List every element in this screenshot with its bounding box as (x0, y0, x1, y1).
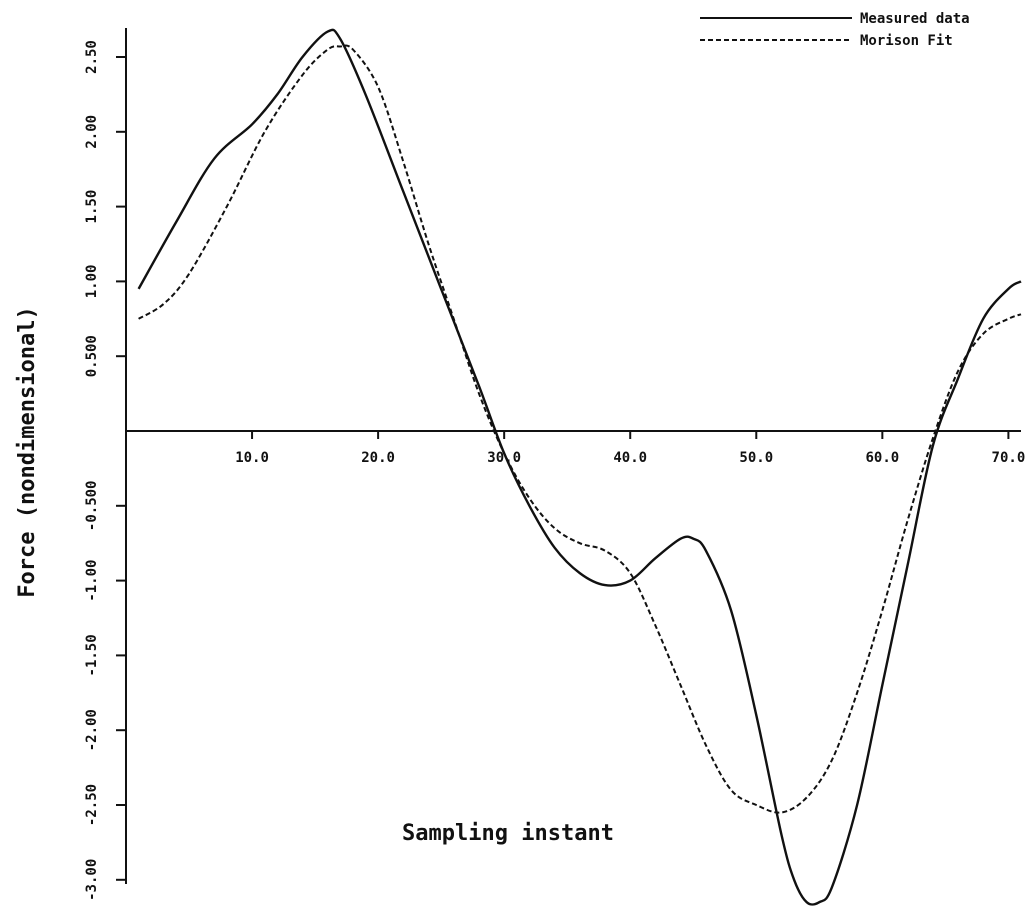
x-tick-label: 10.0 (235, 450, 269, 466)
legend-label: Measured data (860, 11, 970, 27)
x-tick-label: 60.0 (865, 450, 899, 466)
y-tick-label: -2.00 (84, 709, 100, 751)
y-tick-label: 2.00 (84, 115, 100, 149)
x-tick-label: 30.0 (487, 450, 521, 466)
y-tick-label: 1.50 (84, 190, 100, 224)
y-tick-label: -1.50 (84, 634, 100, 676)
y-tick-label: -2.50 (84, 784, 100, 826)
series-line-measured-data (137, 28, 1022, 906)
y-axis-title: Force (nondimensional) (15, 306, 40, 597)
y-tick-label: 1.00 (84, 265, 100, 299)
legend-label: Morison Fit (860, 33, 953, 49)
y-tick-label: 0.500 (84, 335, 100, 377)
x-tick-label: 50.0 (739, 450, 773, 466)
x-axis-title: Sampling instant (402, 821, 614, 846)
x-tick-label: 40.0 (613, 450, 647, 466)
axes: 10.0 20.0 30.0 40.0 50.0 60.0 70.0 2.50 2.00 1.50… (84, 28, 1025, 901)
series-group (137, 28, 1022, 906)
x-tick-label: 70.0 (992, 450, 1026, 466)
y-tick-label: 2.50 (84, 40, 100, 74)
legend: Measured data Morison Fit (700, 11, 970, 49)
y-tick-label: -0.500 (84, 481, 100, 532)
x-tick-label: 20.0 (361, 450, 395, 466)
series-line-morison-fit (138, 44, 1022, 814)
y-tick-label: -3.00 (84, 859, 100, 901)
y-tick-label: -1.00 (84, 560, 100, 602)
